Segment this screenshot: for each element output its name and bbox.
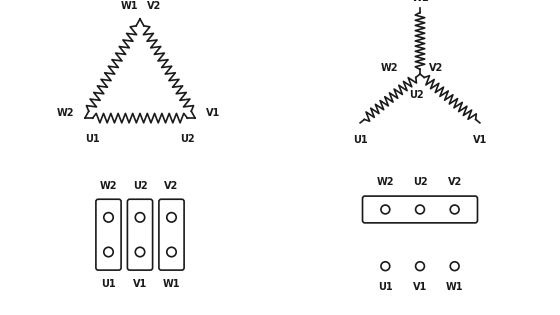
Text: V1: V1 xyxy=(133,279,147,289)
Text: U2: U2 xyxy=(413,177,427,187)
Circle shape xyxy=(381,205,390,214)
Text: V1: V1 xyxy=(473,135,487,146)
Circle shape xyxy=(416,205,424,214)
Text: V2: V2 xyxy=(447,177,462,187)
Text: U2: U2 xyxy=(133,180,147,191)
Circle shape xyxy=(167,213,176,222)
Circle shape xyxy=(450,262,459,271)
FancyBboxPatch shape xyxy=(362,196,478,223)
Circle shape xyxy=(136,247,144,257)
Circle shape xyxy=(104,213,113,222)
Text: W2: W2 xyxy=(57,108,74,118)
Text: U1: U1 xyxy=(101,279,116,289)
FancyBboxPatch shape xyxy=(159,199,184,270)
Text: U1: U1 xyxy=(86,134,100,144)
Text: W1: W1 xyxy=(411,0,429,3)
Text: U2: U2 xyxy=(180,134,194,144)
Text: W1: W1 xyxy=(120,1,138,11)
FancyBboxPatch shape xyxy=(127,199,152,270)
Text: V2: V2 xyxy=(147,1,161,11)
Text: V1: V1 xyxy=(206,108,221,118)
FancyBboxPatch shape xyxy=(96,199,121,270)
Text: U2: U2 xyxy=(409,90,424,100)
Text: U1: U1 xyxy=(378,282,393,292)
Text: W1: W1 xyxy=(163,279,180,289)
Text: W1: W1 xyxy=(446,282,463,292)
Text: W2: W2 xyxy=(380,63,398,73)
Text: V2: V2 xyxy=(430,63,444,73)
Text: W2: W2 xyxy=(100,180,117,191)
Text: V1: V1 xyxy=(413,282,427,292)
Circle shape xyxy=(104,247,113,257)
Circle shape xyxy=(381,262,390,271)
Text: W2: W2 xyxy=(376,177,394,187)
Circle shape xyxy=(136,213,144,222)
Circle shape xyxy=(416,262,424,271)
Text: U1: U1 xyxy=(353,135,367,146)
Circle shape xyxy=(450,205,459,214)
Text: V2: V2 xyxy=(165,180,179,191)
Circle shape xyxy=(167,247,176,257)
